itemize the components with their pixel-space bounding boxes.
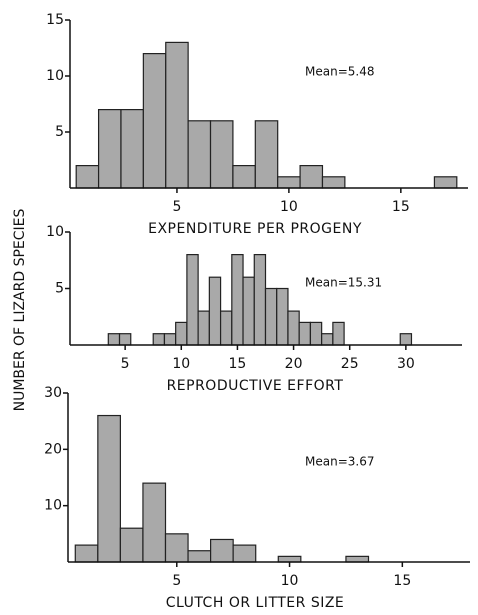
bar bbox=[164, 533, 189, 563]
bar bbox=[232, 165, 256, 189]
x-axis-label: CLUTCH OR LITTER SIZE bbox=[166, 595, 345, 611]
bar bbox=[232, 544, 257, 563]
bar bbox=[97, 414, 121, 563]
bar bbox=[118, 333, 132, 346]
y-tick-label: 20 bbox=[44, 441, 62, 457]
bar bbox=[165, 41, 189, 189]
x-tick-label: 25 bbox=[341, 356, 359, 372]
x-axis-label: EXPENDITURE PER PROGENY bbox=[148, 221, 362, 237]
bar bbox=[321, 176, 346, 189]
bar bbox=[277, 555, 302, 563]
bar bbox=[152, 333, 166, 346]
y-tick-label: 10 bbox=[46, 224, 64, 240]
annotation: Mean=5.48 bbox=[305, 65, 374, 79]
bar bbox=[209, 120, 234, 189]
bar bbox=[242, 276, 255, 346]
bar bbox=[276, 287, 289, 346]
bar bbox=[231, 254, 244, 346]
bar bbox=[186, 254, 199, 346]
bar bbox=[142, 52, 167, 189]
x-tick-label: 10 bbox=[280, 199, 298, 215]
bar bbox=[345, 555, 370, 563]
bar bbox=[74, 544, 99, 563]
annotation: Mean=15.31 bbox=[305, 276, 382, 290]
bar bbox=[254, 120, 279, 189]
bar bbox=[433, 176, 458, 189]
bar bbox=[97, 108, 122, 189]
x-tick-label: 15 bbox=[392, 199, 410, 215]
x-tick-label: 30 bbox=[397, 356, 415, 372]
bar bbox=[309, 321, 323, 346]
x-tick-label: 15 bbox=[393, 573, 411, 589]
x-tick-label: 5 bbox=[172, 573, 181, 589]
x-tick-label: 15 bbox=[229, 356, 247, 372]
y-axis-label: NUMBER OF LIZARD SPECIES bbox=[12, 208, 28, 411]
x-tick-label: 10 bbox=[172, 356, 190, 372]
bar bbox=[277, 176, 301, 189]
bar bbox=[219, 310, 233, 346]
y-tick-label: 30 bbox=[44, 385, 62, 401]
bar bbox=[107, 333, 121, 346]
bar bbox=[210, 538, 234, 563]
x-tick-label: 20 bbox=[285, 356, 303, 372]
bar bbox=[119, 527, 144, 563]
y-tick-label: 10 bbox=[44, 498, 62, 514]
bar bbox=[187, 120, 212, 189]
bar bbox=[163, 333, 177, 346]
y-tick-label: 10 bbox=[46, 68, 64, 84]
bar bbox=[399, 333, 413, 346]
y-tick-label: 15 bbox=[46, 12, 64, 28]
bar bbox=[332, 321, 345, 346]
bar bbox=[75, 165, 100, 189]
x-tick-label: 10 bbox=[281, 573, 299, 589]
bar bbox=[142, 482, 167, 563]
bar bbox=[197, 310, 210, 346]
x-axis-label: REPRODUCTIVE EFFORT bbox=[167, 378, 344, 394]
annotation: Mean=3.67 bbox=[305, 455, 374, 469]
bar bbox=[208, 276, 222, 346]
bar bbox=[299, 165, 324, 189]
bar bbox=[120, 108, 144, 189]
bar bbox=[187, 550, 212, 563]
y-tick-label: 5 bbox=[55, 124, 64, 140]
x-tick-label: 5 bbox=[172, 199, 181, 215]
bar bbox=[298, 321, 312, 346]
bar bbox=[253, 254, 267, 346]
bar bbox=[264, 287, 278, 346]
x-tick-label: 5 bbox=[121, 356, 130, 372]
bar bbox=[287, 310, 300, 346]
bar bbox=[175, 321, 188, 346]
y-tick-label: 5 bbox=[55, 281, 64, 297]
bar bbox=[321, 333, 334, 346]
